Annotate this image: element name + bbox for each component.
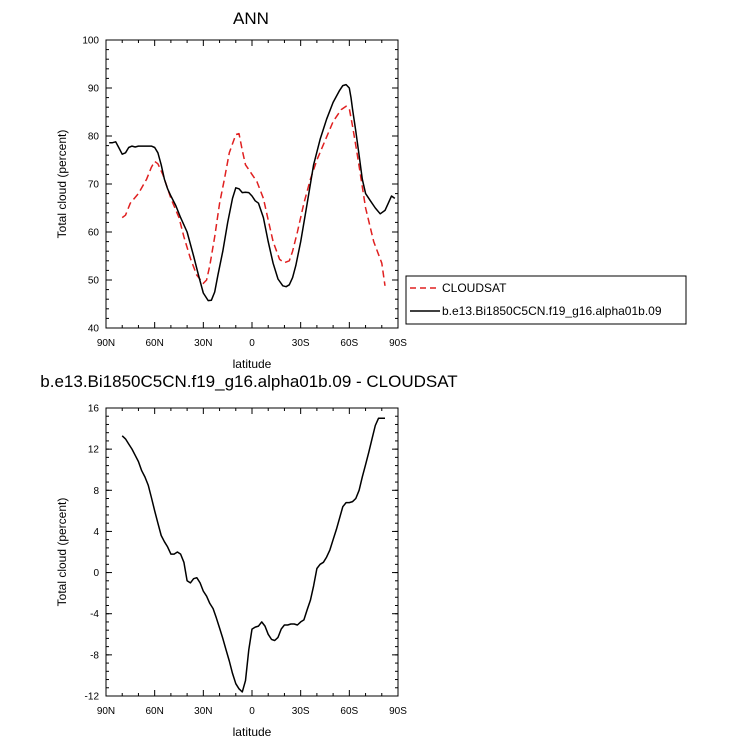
top-y-tick-label: 60 xyxy=(88,228,100,239)
top-x-axis-label: latitude xyxy=(233,357,272,371)
top-x-tick-label: 60N xyxy=(145,338,163,349)
bottom-y-tick-label: -12 xyxy=(85,692,100,703)
bottom-y-tick-label: -4 xyxy=(90,609,99,620)
bottom-series-line-0 xyxy=(121,417,385,693)
legend-box xyxy=(405,275,687,325)
legend-model-label: b.e13.Bi1850C5CN.f19_g16.alpha01b.09 xyxy=(442,304,662,318)
top-x-tick-label: 30N xyxy=(194,338,212,349)
top-series-line-0 xyxy=(121,105,386,286)
top-series-line-1 xyxy=(109,83,396,302)
legend-cloudsat-label: CLOUDSAT xyxy=(442,281,507,295)
bottom-x-axis-label: latitude xyxy=(233,725,272,739)
top-chart-title: ANN xyxy=(233,9,269,28)
bottom-x-tick-label: 0 xyxy=(249,706,255,717)
bottom-plot-area: 90N 60N 30N 0 30S 60S 90S -12 -8 -4 0 4 8 12 16 xyxy=(85,404,408,718)
bottom-x-tick-label: 60N xyxy=(145,706,163,717)
bottom-y-tick-label: 0 xyxy=(93,568,99,579)
top-y-tick-label: 90 xyxy=(88,84,100,95)
bottom-panel: b.e13.Bi1850C5CN.f19_g16.alpha01b.09 - C… xyxy=(40,372,457,739)
top-panel: ANN 90N 60N 30N 0 30S 60S 90S 40 50 60 70 80 90 100 l… xyxy=(55,9,687,371)
top-x-tick-label: 90N xyxy=(97,338,115,349)
bottom-x-tick-label: 30N xyxy=(194,706,212,717)
bottom-y-tick-label: 8 xyxy=(93,486,99,497)
bottom-y-tick-label: 16 xyxy=(88,404,100,415)
top-y-tick-label: 70 xyxy=(88,180,100,191)
bottom-x-tick-label: 90S xyxy=(389,706,407,717)
bottom-plot-frame xyxy=(105,407,399,697)
top-y-tick-label: 50 xyxy=(88,276,100,287)
bottom-y-tick-label: -8 xyxy=(90,650,99,661)
top-x-tick-label: 60S xyxy=(340,338,358,349)
bottom-y-tick-label: 12 xyxy=(88,445,100,456)
bottom-x-tick-label: 30S xyxy=(292,706,310,717)
top-y-tick-label: 100 xyxy=(82,36,99,47)
top-y-tick-label: 40 xyxy=(88,324,100,335)
top-x-tick-label: 30S xyxy=(292,338,310,349)
top-x-tick-label: 0 xyxy=(249,338,255,349)
top-legend: CLOUDSAT b.e13.Bi1850C5CN.f19_g16.alpha0… xyxy=(405,275,687,325)
bottom-y-tick-label: 4 xyxy=(93,527,99,538)
bottom-y-axis-label: Total cloud (percent) xyxy=(55,498,69,607)
top-y-tick-label: 80 xyxy=(88,132,100,143)
top-plot-area: 90N 60N 30N 0 30S 60S 90S 40 50 60 70 80 90 100 xyxy=(82,36,407,350)
top-plot-frame xyxy=(105,39,399,329)
top-x-tick-label: 90S xyxy=(389,338,407,349)
top-y-axis-label: Total cloud (percent) xyxy=(55,130,69,239)
bottom-x-tick-label: 90N xyxy=(97,706,115,717)
bottom-x-tick-label: 60S xyxy=(340,706,358,717)
bottom-chart-title: b.e13.Bi1850C5CN.f19_g16.alpha01b.09 - C… xyxy=(40,372,457,391)
